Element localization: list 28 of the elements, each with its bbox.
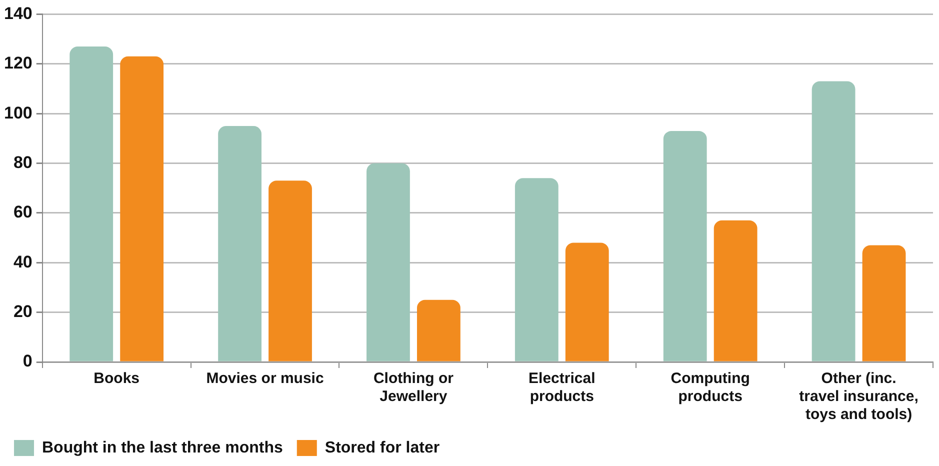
bar <box>862 245 906 362</box>
bar <box>70 46 114 362</box>
x-tick-label: Books <box>94 370 140 388</box>
y-tick-label: 140 <box>4 4 32 23</box>
y-tick-label: 40 <box>13 252 32 272</box>
y-tick-label: 120 <box>4 54 32 73</box>
bar <box>663 130 707 362</box>
y-tick-label: 80 <box>13 152 32 172</box>
legend-label: Stored for later <box>324 439 440 456</box>
bar <box>120 56 164 362</box>
bar <box>268 180 312 362</box>
x-tick-label: Movies or music <box>206 370 324 388</box>
y-tick-label: 0 <box>22 352 32 371</box>
y-tick-label: 100 <box>4 103 32 122</box>
bar <box>714 220 758 362</box>
x-tick-label: Computing products <box>670 370 750 406</box>
bar <box>812 81 856 362</box>
bar <box>416 300 460 362</box>
x-tick-label: Electrical products <box>528 370 596 406</box>
bar <box>514 178 558 362</box>
legend-label: Bought in the last three months <box>42 439 283 456</box>
y-tick-label: 60 <box>13 202 32 222</box>
x-tick-label: Other (inc. travel insurance, toys and tools) <box>799 370 918 424</box>
bar <box>565 242 609 362</box>
bar <box>218 126 262 362</box>
x-tick-label: Clothing or Jewellery <box>373 370 454 406</box>
y-tick-label: 20 <box>13 302 32 321</box>
bar <box>366 163 410 362</box>
